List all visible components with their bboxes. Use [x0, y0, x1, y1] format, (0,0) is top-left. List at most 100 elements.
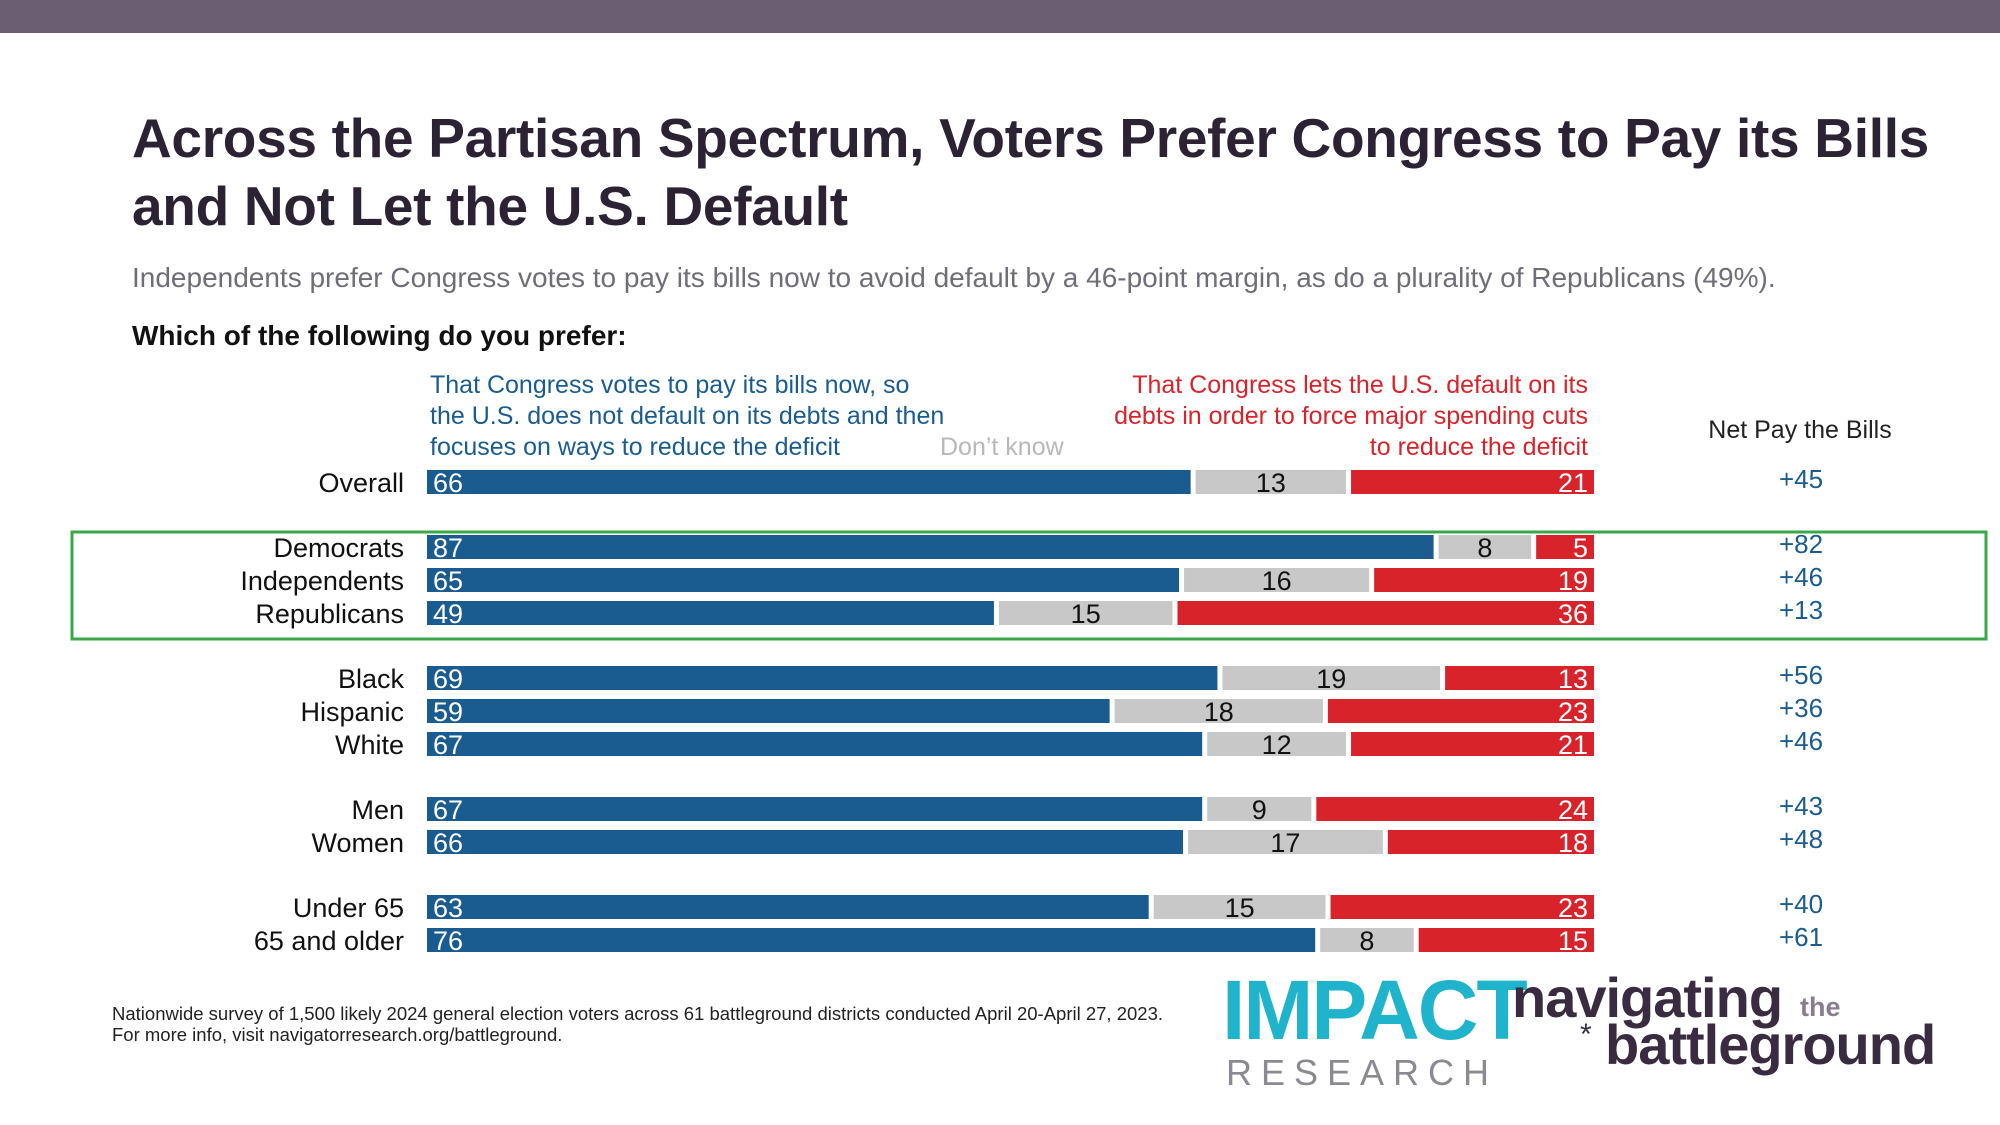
bar-segment-default	[1316, 797, 1594, 821]
category-label: White	[335, 730, 404, 760]
data-label: 66	[433, 468, 463, 498]
data-label: 9	[1252, 795, 1267, 825]
data-label: 15	[1225, 893, 1255, 923]
data-label: 17	[1270, 828, 1300, 858]
bar-segment-default	[1418, 928, 1594, 952]
bar-segment-default	[1351, 470, 1594, 494]
star-icon: *	[1580, 1018, 1592, 1051]
bar-segment-pay	[427, 928, 1316, 952]
bar-segment-dont-know	[1320, 928, 1414, 952]
data-label: 18	[1204, 697, 1234, 727]
page-title: Across the Partisan Spectrum, Voters Pre…	[132, 107, 1929, 237]
data-label: 8	[1359, 926, 1374, 956]
data-label: 12	[1262, 730, 1292, 760]
data-label: 18	[1558, 828, 1588, 858]
data-label: 67	[433, 730, 463, 760]
category-label: Overall	[318, 468, 404, 498]
footnote: Nationwide survey of 1,500 likely 2024 g…	[112, 1003, 1163, 1045]
net-value: +13	[1779, 595, 1823, 625]
data-label: 63	[433, 893, 463, 923]
bar-segment-pay	[427, 830, 1184, 854]
category-label: Republicans	[255, 599, 404, 629]
bar-segment-default	[1374, 568, 1594, 592]
data-label: 67	[433, 795, 463, 825]
legend-pay-header: That Congress votes to pay its bills now…	[430, 371, 945, 461]
bar-segment-default	[1351, 732, 1594, 756]
bar-segment-pay	[427, 895, 1149, 919]
bar-segment-default	[1330, 895, 1594, 919]
bar-segment-dont-know	[998, 601, 1173, 625]
data-label: 87	[433, 533, 463, 563]
the-logo-text: the	[1800, 992, 1841, 1022]
bar-segment-dont-know	[1438, 535, 1532, 559]
category-label: 65 and older	[254, 926, 404, 956]
bar-segment-pay	[427, 601, 994, 625]
net-value: +46	[1779, 562, 1823, 592]
bar-segment-default	[1387, 830, 1594, 854]
bar-segment-dont-know	[1153, 895, 1326, 919]
research-logo-text: RESEARCH	[1226, 1052, 1499, 1093]
category-label: Women	[311, 828, 404, 858]
bar-segment-pay	[427, 470, 1191, 494]
bar-segment-dont-know	[1195, 470, 1347, 494]
bar-segment-dont-know	[1188, 830, 1383, 854]
data-label: 69	[433, 664, 463, 694]
footnote-line-2: For more info, visit navigatorresearch.o…	[112, 1024, 563, 1045]
category-label: Men	[351, 795, 404, 825]
bar-segment-default	[1177, 601, 1594, 625]
data-label: 8	[1477, 533, 1492, 563]
bar-segment-default	[1327, 699, 1594, 723]
bar-segment-pay	[427, 568, 1180, 592]
data-label: 15	[1071, 599, 1101, 629]
bar-segment-dont-know	[1207, 797, 1312, 821]
data-label: 5	[1573, 533, 1588, 563]
data-label: 36	[1558, 599, 1588, 629]
bar-segment-pay	[427, 797, 1203, 821]
data-label: 19	[1316, 664, 1346, 694]
data-label: 23	[1558, 893, 1588, 923]
net-header: Net Pay the Bills	[1708, 416, 1892, 444]
highlight-box	[70, 530, 1988, 641]
bar-segment-pay	[427, 699, 1110, 723]
question-text: Which of the following do you prefer:	[132, 320, 627, 351]
category-label: Independents	[240, 566, 404, 596]
net-value: +82	[1779, 529, 1823, 559]
subtitle: Independents prefer Congress votes to pa…	[132, 262, 1776, 293]
footnote-line-1: Nationwide survey of 1,500 likely 2024 g…	[112, 1003, 1163, 1024]
impact-logo-text: IMPACT	[1222, 963, 1528, 1057]
net-value: +40	[1779, 889, 1823, 919]
data-label: 13	[1558, 664, 1588, 694]
bar-segment-dont-know	[1184, 568, 1370, 592]
bar-segment-pay	[427, 535, 1434, 559]
legend-dont-know-header: Don’t know	[940, 433, 1064, 461]
bar-segment-pay	[427, 666, 1218, 690]
category-label: Hispanic	[300, 697, 404, 727]
battleground-logo-text: battleground	[1605, 1013, 1936, 1076]
net-value: +46	[1779, 726, 1823, 756]
top-bar	[0, 0, 2000, 33]
data-label: 23	[1558, 697, 1588, 727]
data-label: 76	[433, 926, 463, 956]
net-value: +48	[1779, 824, 1823, 854]
bar-segment-dont-know	[1207, 732, 1347, 756]
data-label: 21	[1558, 468, 1588, 498]
net-value: +43	[1779, 791, 1823, 821]
data-label: 65	[433, 566, 463, 596]
legend-default-header: That Congress lets the U.S. default on i…	[1114, 371, 1588, 461]
net-value: +36	[1779, 693, 1823, 723]
data-label: 59	[433, 697, 463, 727]
net-value: +45	[1779, 464, 1823, 494]
bar-segment-default	[1536, 535, 1594, 559]
data-label: 19	[1558, 566, 1588, 596]
category-label: Democrats	[273, 533, 404, 563]
category-label: Under 65	[293, 893, 404, 923]
net-value: +61	[1779, 922, 1823, 952]
net-value: +56	[1779, 660, 1823, 690]
bar-segment-pay	[427, 732, 1203, 756]
data-label: 13	[1256, 468, 1286, 498]
bar-segment-dont-know	[1222, 666, 1441, 690]
data-label: 15	[1558, 926, 1588, 956]
data-label: 16	[1262, 566, 1292, 596]
data-label: 49	[433, 599, 463, 629]
